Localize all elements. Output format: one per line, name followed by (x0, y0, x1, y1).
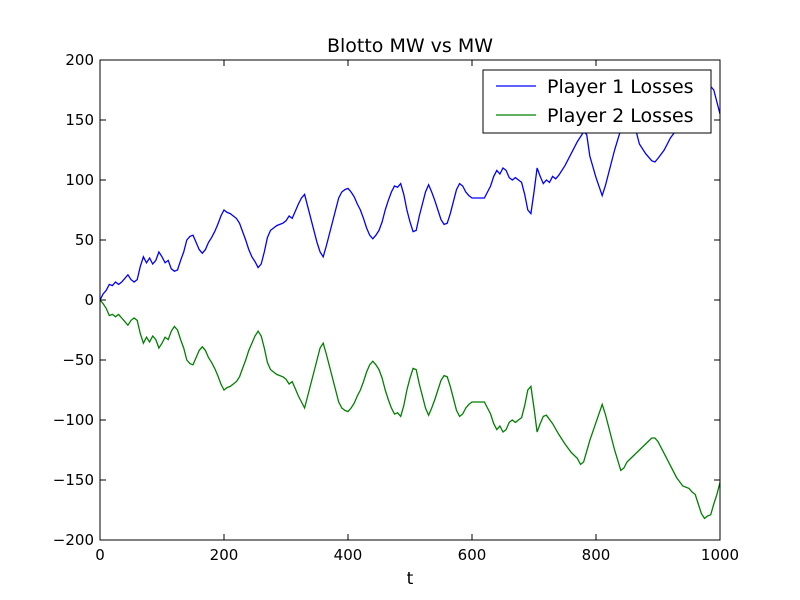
x-tick-label: 800 (582, 546, 611, 564)
y-tick-label: −100 (53, 411, 94, 429)
legend-box (482, 69, 712, 134)
axes: 0 200 400 600 800 1000 −200 −150 −100 −50 0 50 100 15… (53, 51, 739, 564)
x-tick-label: 200 (210, 546, 239, 564)
y-tick-label: −150 (53, 471, 94, 489)
plot-lines (99, 85, 721, 520)
y-tick-label: −200 (53, 531, 94, 549)
chart-title: Blotto MW vs MW (327, 35, 493, 57)
x-tick-label: 1000 (701, 546, 739, 564)
x-tick-label: 0 (95, 546, 105, 564)
y-tick-label: 0 (84, 291, 94, 309)
y-tick-label: 100 (65, 171, 94, 189)
y-tick-label: 150 (65, 111, 94, 129)
x-tick-label: 400 (334, 546, 363, 564)
legend-label-1: Player 1 Losses (547, 76, 694, 98)
y-tick-label: −50 (62, 351, 94, 369)
y-tick-label: 200 (65, 51, 94, 69)
x-tick-label: 600 (458, 546, 487, 564)
legend: Player 1 Losses Player 2 Losses (482, 69, 712, 134)
x-axis-label: t (407, 569, 414, 589)
series-line-2 (99, 299, 721, 520)
series-line-1 (99, 85, 721, 301)
legend-label-2: Player 2 Losses (547, 105, 694, 127)
y-tick-label: 50 (75, 231, 94, 249)
